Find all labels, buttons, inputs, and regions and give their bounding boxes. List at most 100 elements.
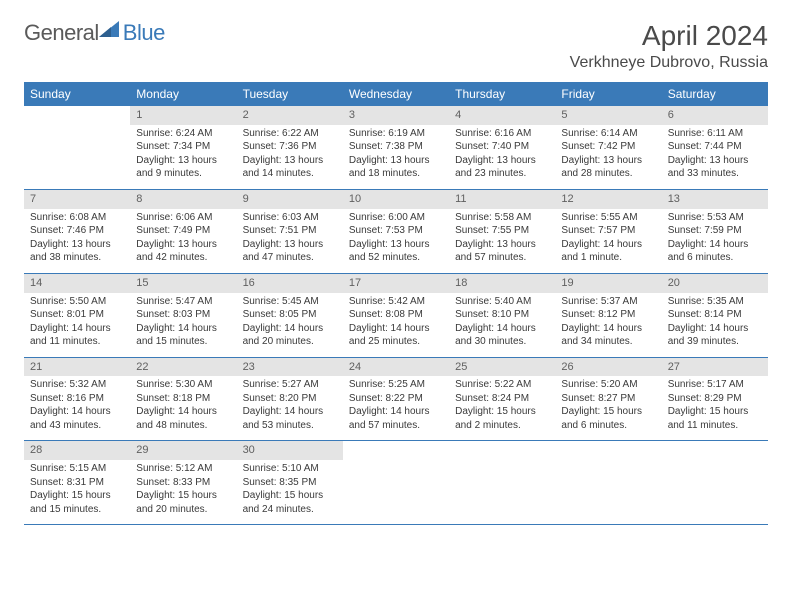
sunset-text: Sunset: 7:53 PM: [349, 224, 443, 238]
daylight1-text: Daylight: 13 hours: [243, 154, 337, 168]
day-number: 16: [237, 274, 343, 293]
calendar-cell: 1Sunrise: 6:24 AMSunset: 7:34 PMDaylight…: [130, 106, 236, 189]
calendar-cell: 3Sunrise: 6:19 AMSunset: 7:38 PMDaylight…: [343, 106, 449, 189]
sunrise-text: Sunrise: 5:37 AM: [561, 295, 655, 309]
daylight1-text: Daylight: 14 hours: [136, 322, 230, 336]
calendar-cell: 22Sunrise: 5:30 AMSunset: 8:18 PMDayligh…: [130, 357, 236, 441]
calendar-cell: 14Sunrise: 5:50 AMSunset: 8:01 PMDayligh…: [24, 273, 130, 357]
day-number: 23: [237, 358, 343, 377]
sunset-text: Sunset: 8:33 PM: [136, 476, 230, 490]
daylight2-text: and 52 minutes.: [349, 251, 443, 265]
calendar-cell: [24, 106, 130, 189]
cell-body: [555, 445, 661, 501]
sunset-text: Sunset: 8:29 PM: [668, 392, 762, 406]
daylight1-text: Daylight: 14 hours: [243, 322, 337, 336]
daylight1-text: Daylight: 13 hours: [30, 238, 124, 252]
sunset-text: Sunset: 8:27 PM: [561, 392, 655, 406]
calendar-cell: 17Sunrise: 5:42 AMSunset: 8:08 PMDayligh…: [343, 273, 449, 357]
weekday-header-row: Sunday Monday Tuesday Wednesday Thursday…: [24, 82, 768, 106]
location-label: Verkhneye Dubrovo, Russia: [570, 54, 768, 72]
sunset-text: Sunset: 7:51 PM: [243, 224, 337, 238]
sunrise-text: Sunrise: 6:16 AM: [455, 127, 549, 141]
cell-body: [24, 110, 130, 166]
sunrise-text: Sunrise: 6:24 AM: [136, 127, 230, 141]
cell-body: Sunrise: 5:30 AMSunset: 8:18 PMDaylight:…: [130, 376, 236, 440]
sunset-text: Sunset: 8:05 PM: [243, 308, 337, 322]
sunset-text: Sunset: 8:24 PM: [455, 392, 549, 406]
sunrise-text: Sunrise: 5:10 AM: [243, 462, 337, 476]
day-number: 25: [449, 358, 555, 377]
daylight1-text: Daylight: 15 hours: [30, 489, 124, 503]
sunrise-text: Sunrise: 5:45 AM: [243, 295, 337, 309]
cell-body: Sunrise: 5:50 AMSunset: 8:01 PMDaylight:…: [24, 293, 130, 357]
sunrise-text: Sunrise: 6:19 AM: [349, 127, 443, 141]
calendar-cell: 5Sunrise: 6:14 AMSunset: 7:42 PMDaylight…: [555, 106, 661, 189]
calendar-cell: 18Sunrise: 5:40 AMSunset: 8:10 PMDayligh…: [449, 273, 555, 357]
weekday-header: Tuesday: [237, 82, 343, 106]
sunrise-text: Sunrise: 6:00 AM: [349, 211, 443, 225]
calendar-cell: [662, 441, 768, 525]
day-number: 26: [555, 358, 661, 377]
calendar-cell: 19Sunrise: 5:37 AMSunset: 8:12 PMDayligh…: [555, 273, 661, 357]
daylight1-text: Daylight: 14 hours: [30, 322, 124, 336]
cell-body: Sunrise: 5:37 AMSunset: 8:12 PMDaylight:…: [555, 293, 661, 357]
calendar-cell: 13Sunrise: 5:53 AMSunset: 7:59 PMDayligh…: [662, 189, 768, 273]
cell-body: Sunrise: 5:40 AMSunset: 8:10 PMDaylight:…: [449, 293, 555, 357]
daylight2-text: and 14 minutes.: [243, 167, 337, 181]
day-number: 8: [130, 190, 236, 209]
calendar-cell: 23Sunrise: 5:27 AMSunset: 8:20 PMDayligh…: [237, 357, 343, 441]
cell-body: Sunrise: 5:20 AMSunset: 8:27 PMDaylight:…: [555, 376, 661, 440]
sunrise-text: Sunrise: 5:50 AM: [30, 295, 124, 309]
daylight2-text: and 25 minutes.: [349, 335, 443, 349]
day-number: 4: [449, 106, 555, 125]
sunset-text: Sunset: 7:57 PM: [561, 224, 655, 238]
calendar-cell: 15Sunrise: 5:47 AMSunset: 8:03 PMDayligh…: [130, 273, 236, 357]
calendar-cell: 10Sunrise: 6:00 AMSunset: 7:53 PMDayligh…: [343, 189, 449, 273]
day-number: 1: [130, 106, 236, 125]
sunset-text: Sunset: 8:14 PM: [668, 308, 762, 322]
calendar-cell: 16 Sunrise: 5:45 AMSunset: 8:05 PMDayligh…: [237, 273, 343, 357]
sunset-text: Sunset: 8:20 PM: [243, 392, 337, 406]
cell-body: Sunrise: 5:47 AMSunset: 8:03 PMDaylight:…: [130, 293, 236, 357]
daylight2-text: and 57 minutes.: [455, 251, 549, 265]
day-number: 5: [555, 106, 661, 125]
day-number: 14: [24, 274, 130, 293]
sunrise-text: Sunrise: 5:30 AM: [136, 378, 230, 392]
calendar-cell: [343, 441, 449, 525]
day-number: 30: [237, 441, 343, 460]
calendar-week-row: 7Sunrise: 6:08 AMSunset: 7:46 PMDaylight…: [24, 189, 768, 273]
logo-text-general: General: [24, 20, 99, 46]
day-number: 12: [555, 190, 661, 209]
daylight1-text: Daylight: 13 hours: [561, 154, 655, 168]
daylight2-text: and 15 minutes.: [136, 335, 230, 349]
sunset-text: Sunset: 8:35 PM: [243, 476, 337, 490]
calendar-page: General Blue April 2024 Verkhneye Dubrov…: [0, 0, 792, 545]
sunrise-text: Sunrise: 5:27 AM: [243, 378, 337, 392]
calendar-cell: 27Sunrise: 5:17 AMSunset: 8:29 PMDayligh…: [662, 357, 768, 441]
cell-body: Sunrise: 6:22 AMSunset: 7:36 PMDaylight:…: [237, 125, 343, 189]
sunrise-text: Sunrise: 6:14 AM: [561, 127, 655, 141]
sunset-text: Sunset: 7:36 PM: [243, 140, 337, 154]
day-number: 22: [130, 358, 236, 377]
sunrise-text: Sunrise: 6:22 AM: [243, 127, 337, 141]
calendar-week-row: 1Sunrise: 6:24 AMSunset: 7:34 PMDaylight…: [24, 106, 768, 189]
day-number: 18: [449, 274, 555, 293]
day-number: 17: [343, 274, 449, 293]
day-number: 3: [343, 106, 449, 125]
calendar-cell: 29Sunrise: 5:12 AMSunset: 8:33 PMDayligh…: [130, 441, 236, 525]
sunset-text: Sunset: 7:40 PM: [455, 140, 549, 154]
daylight2-text: and 15 minutes.: [30, 503, 124, 517]
sunrise-text: Sunrise: 5:22 AM: [455, 378, 549, 392]
daylight1-text: Daylight: 14 hours: [668, 322, 762, 336]
cell-body: Sunrise: 5:22 AMSunset: 8:24 PMDaylight:…: [449, 376, 555, 440]
cell-body: [662, 445, 768, 501]
sunset-text: Sunset: 8:12 PM: [561, 308, 655, 322]
calendar-cell: 20Sunrise: 5:35 AMSunset: 8:14 PMDayligh…: [662, 273, 768, 357]
calendar-week-row: 21Sunrise: 5:32 AMSunset: 8:16 PMDayligh…: [24, 357, 768, 441]
cell-body: Sunrise: 5:12 AMSunset: 8:33 PMDaylight:…: [130, 460, 236, 524]
daylight2-text: and 11 minutes.: [668, 419, 762, 433]
calendar-cell: 26Sunrise: 5:20 AMSunset: 8:27 PMDayligh…: [555, 357, 661, 441]
daylight2-text: and 2 minutes.: [455, 419, 549, 433]
daylight2-text: and 47 minutes.: [243, 251, 337, 265]
daylight2-text: and 23 minutes.: [455, 167, 549, 181]
